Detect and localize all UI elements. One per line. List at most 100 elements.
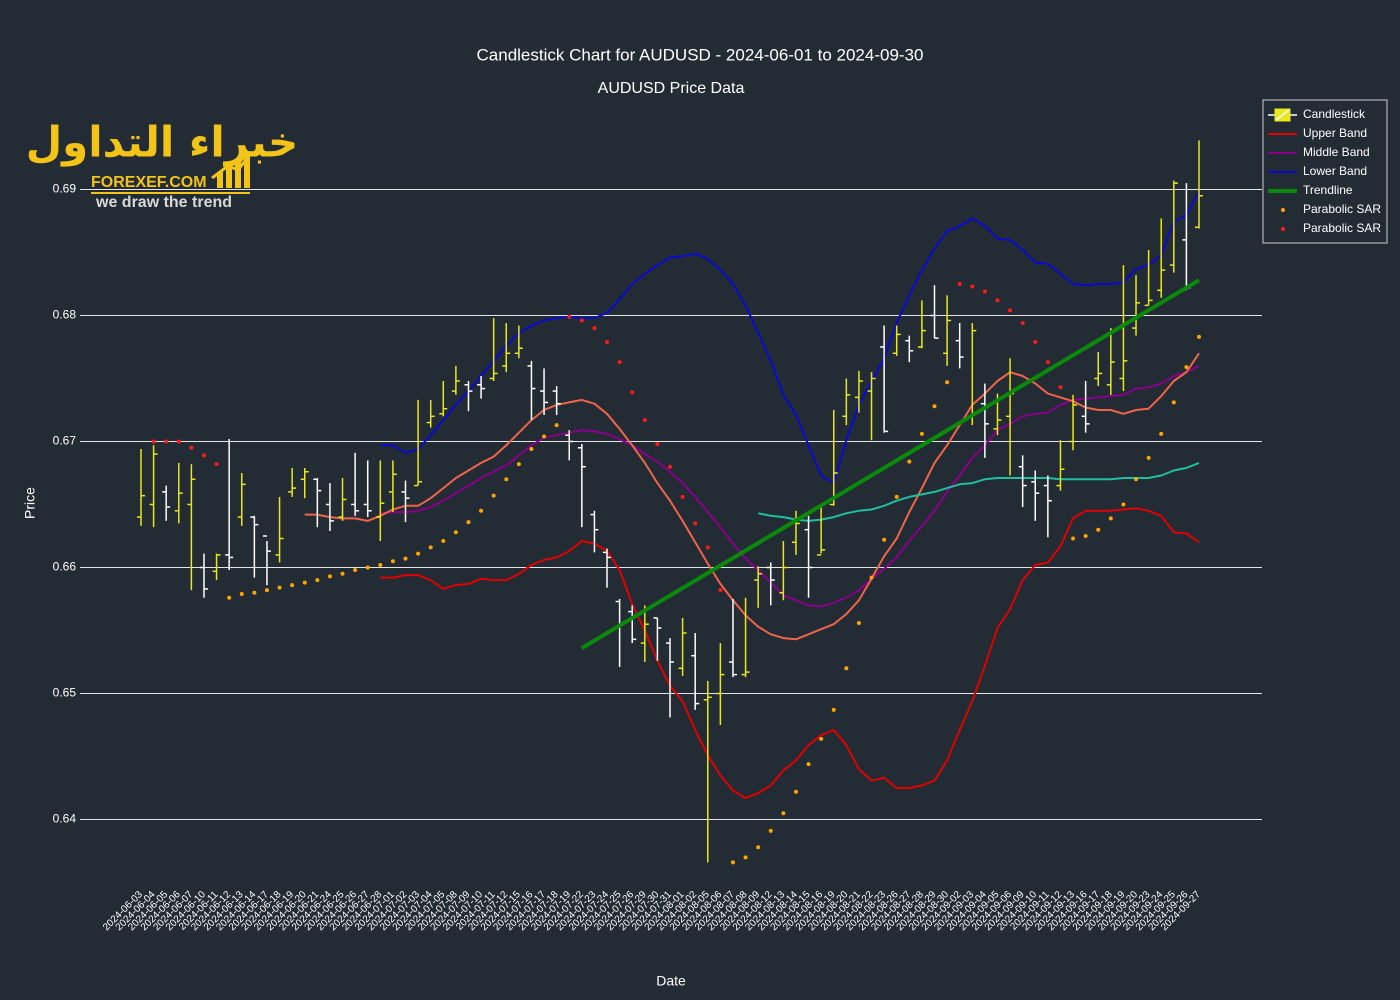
sar-dot	[428, 545, 433, 550]
candle	[905, 335, 914, 363]
candle	[464, 381, 473, 412]
candle	[489, 317, 498, 382]
legend-label: Middle Band	[1303, 145, 1370, 159]
candle	[1094, 352, 1103, 387]
candle	[1056, 440, 1065, 491]
candle	[1195, 140, 1203, 229]
x-axis-label: Date	[656, 973, 686, 989]
logo: خبراء التداول FOREXEF.COM we draw the tr…	[26, 118, 299, 212]
sar-dot	[378, 562, 383, 567]
candle	[149, 445, 158, 528]
sar-dot	[1134, 477, 1139, 482]
candle	[829, 409, 838, 506]
sar-dot	[831, 707, 836, 712]
candle	[451, 365, 460, 395]
sar-dot	[844, 666, 849, 671]
candle	[1018, 455, 1027, 508]
candle	[514, 325, 523, 359]
sar-dot	[630, 390, 635, 395]
sar-dot	[793, 789, 798, 794]
candle	[817, 505, 826, 556]
sar-dot	[466, 520, 471, 525]
sar-dot	[945, 380, 950, 385]
sar-dot	[781, 811, 786, 816]
candle	[892, 325, 901, 356]
overlay-line	[758, 461, 1200, 522]
candle	[804, 515, 813, 598]
sar-dot	[856, 620, 861, 625]
legend-label: Parabolic SAR	[1303, 202, 1381, 216]
sar-dot	[768, 828, 773, 833]
chart-title: Candlestick Chart for AUDUSD - 2024-06-0…	[477, 45, 924, 64]
candle	[1081, 381, 1090, 433]
candle	[854, 370, 863, 413]
sar-dot	[441, 539, 446, 544]
sar-dot	[932, 404, 937, 409]
band-line	[380, 365, 1200, 608]
legend: Candlestick Upper Band Middle Band Lower Ba…	[1262, 99, 1388, 244]
logo-bar	[226, 165, 232, 188]
sar-dot	[264, 588, 269, 593]
candle	[439, 381, 448, 417]
candle	[1144, 249, 1153, 307]
sar-dot	[529, 447, 534, 452]
y-tick-label: 0.65	[53, 686, 77, 700]
candle	[313, 478, 322, 528]
candle	[237, 472, 246, 526]
candle	[842, 378, 851, 426]
y-tick-label: 0.66	[53, 560, 77, 574]
candle	[691, 633, 700, 710]
y-tick-label: 0.67	[53, 434, 77, 448]
sar-dot	[882, 537, 887, 542]
sar-dot	[1197, 334, 1201, 339]
sar-dot	[516, 462, 521, 467]
sar-dot	[579, 318, 584, 323]
sar-dot	[453, 530, 458, 535]
candle	[502, 323, 511, 373]
sar-dot	[1033, 339, 1038, 344]
sar-dot	[819, 736, 824, 741]
candle	[766, 562, 775, 606]
candle	[212, 553, 221, 581]
candle	[779, 541, 788, 601]
sar-dot	[894, 494, 899, 499]
candle	[300, 467, 309, 499]
legend-symbol	[1281, 208, 1285, 212]
chart-subtitle: AUDUSD Price Data	[598, 80, 745, 97]
sar-dot	[504, 477, 509, 482]
candle	[565, 430, 574, 461]
candle	[137, 449, 145, 526]
sar-dot	[907, 459, 912, 464]
trendline	[580, 278, 1201, 650]
sar-dot	[743, 855, 748, 860]
sar-dot	[353, 568, 358, 573]
sar-dot	[1121, 502, 1126, 507]
sar-dot	[1096, 527, 1101, 532]
sar-dot	[806, 762, 811, 767]
sar-dot	[327, 574, 332, 579]
legend-label: Candlestick	[1303, 107, 1366, 121]
sar-dot	[730, 860, 735, 865]
sar-dot	[617, 360, 622, 365]
sar-dot	[1071, 536, 1076, 541]
candle	[187, 464, 196, 591]
candle	[955, 323, 964, 369]
candle	[477, 375, 486, 399]
sar-dot	[705, 545, 710, 550]
sar-dot	[252, 590, 257, 595]
candle	[376, 460, 385, 542]
sar-dot	[1184, 365, 1189, 370]
sar-dot	[189, 445, 194, 450]
sar-dot	[605, 339, 610, 344]
candle	[351, 452, 360, 516]
logo-tagline: we draw the trend	[95, 194, 232, 211]
logo-bar	[235, 160, 241, 188]
candle	[741, 597, 750, 678]
legend-label: Upper Band	[1303, 126, 1367, 140]
sar-dot	[919, 431, 924, 436]
sar-dot	[668, 464, 672, 469]
sar-dot	[554, 423, 559, 428]
sar-dot	[1045, 360, 1050, 365]
logo-bar	[217, 172, 223, 188]
y-tick-label: 0.64	[53, 812, 77, 826]
